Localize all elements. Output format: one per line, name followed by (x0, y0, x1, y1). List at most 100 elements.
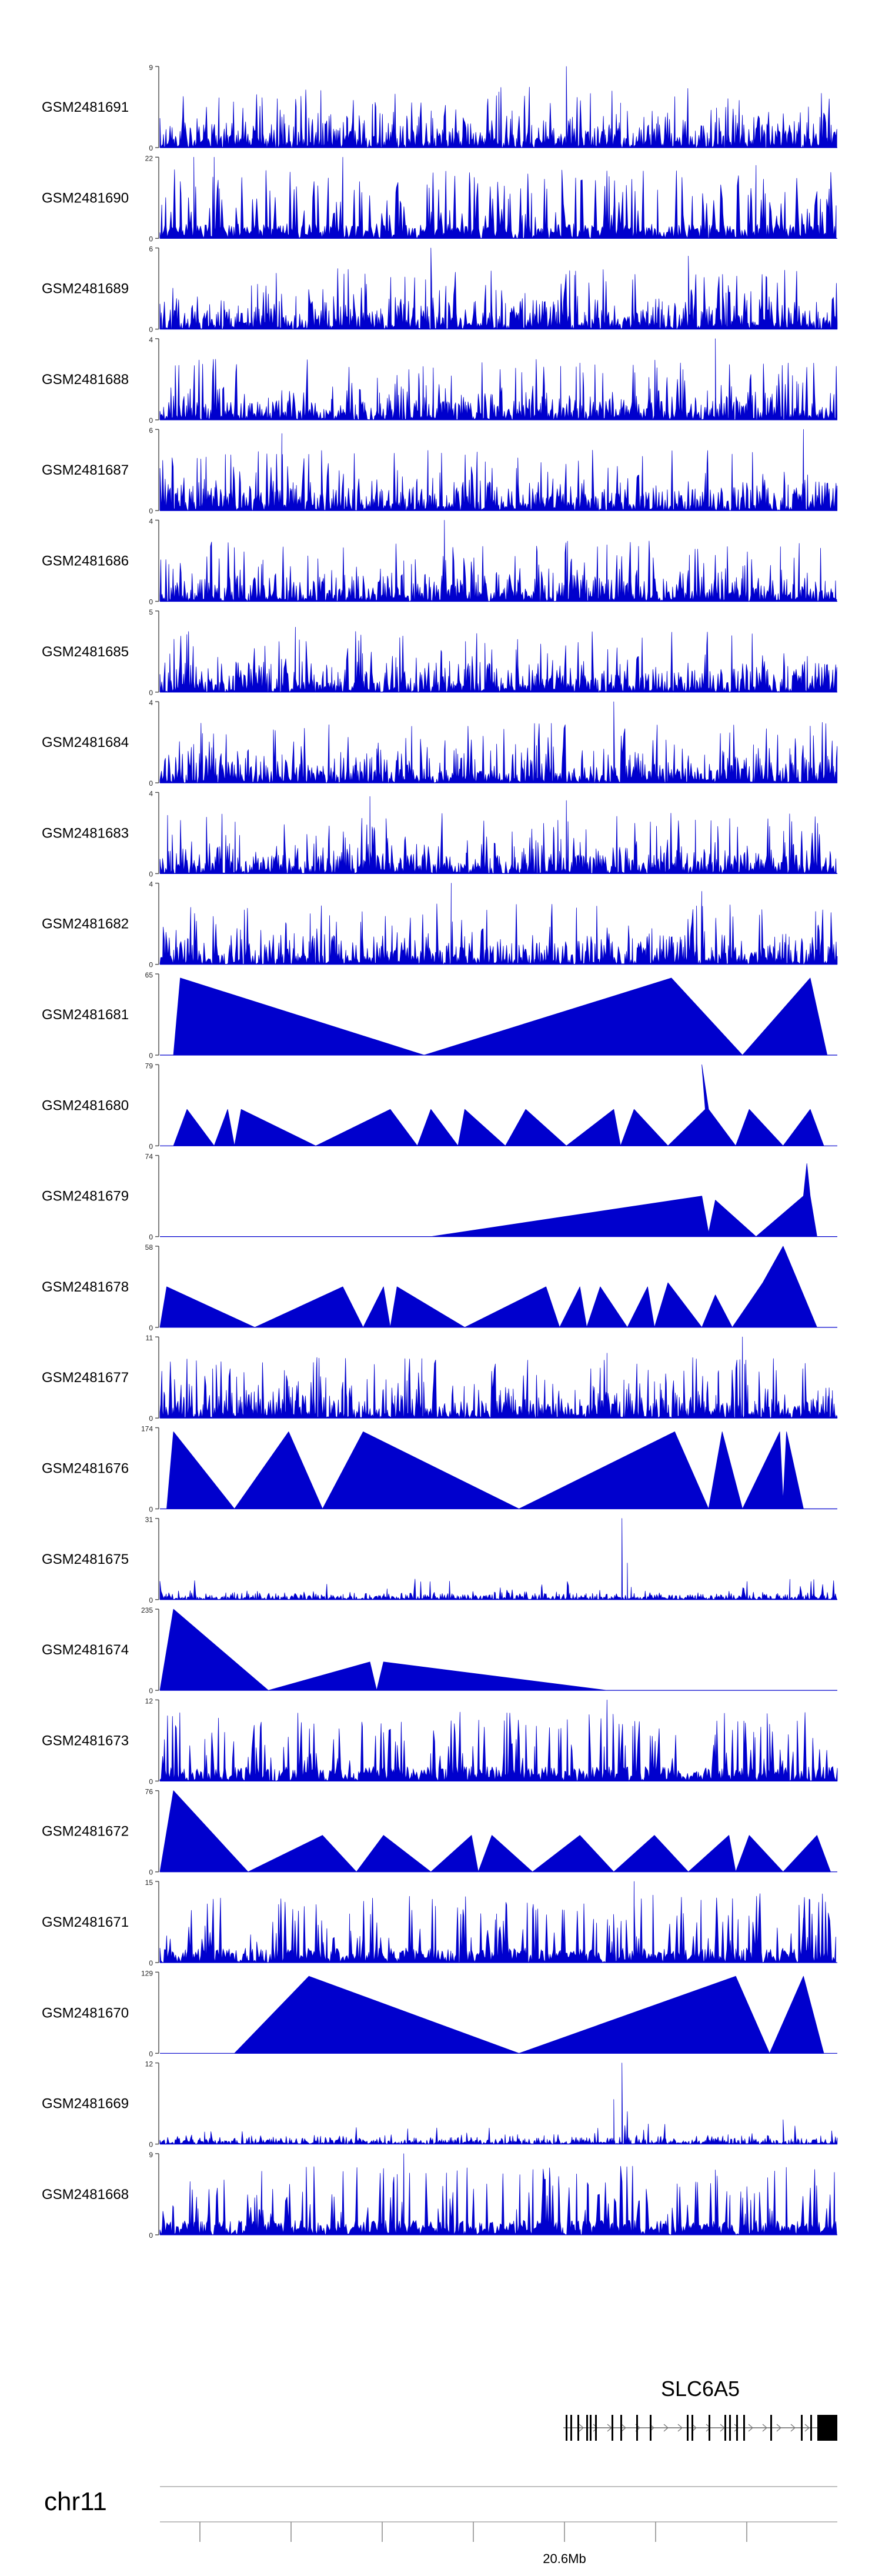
exon (636, 2415, 638, 2441)
track-label: GSM2481686 (42, 553, 129, 569)
signal-area (160, 1246, 817, 1327)
y-min-label: 0 (149, 870, 153, 878)
track-label: GSM2481681 (42, 1007, 129, 1023)
exon (570, 2415, 572, 2441)
signal-area (160, 248, 837, 329)
exon (729, 2415, 731, 2441)
y-max-label: 58 (145, 1243, 153, 1252)
y-min-label: 0 (149, 1959, 153, 1967)
signal-area (160, 1609, 607, 1690)
exon (687, 2415, 689, 2441)
y-max-label: 5 (149, 608, 153, 616)
y-min-label: 0 (149, 1596, 153, 1604)
track-gsm2481675: GSM2481675 31 0 (42, 1516, 837, 1604)
signal-area (160, 520, 837, 602)
track-label: GSM2481675 (42, 1551, 129, 1567)
signal-area (160, 1519, 837, 1600)
track-gsm2481679: GSM2481679 74 0 (42, 1153, 837, 1242)
x-tick-label: 20.6Mb (543, 2551, 586, 2566)
y-max-label: 9 (149, 2151, 153, 2159)
y-min-label: 0 (149, 144, 153, 152)
track-label: GSM2481672 (42, 1824, 129, 1840)
track-label: GSM2481670 (42, 2005, 129, 2021)
track-label: GSM2481671 (42, 1914, 129, 1930)
y-min-label: 0 (149, 1324, 153, 1332)
y-max-label: 235 (141, 1606, 153, 1614)
track-gsm2481678: GSM2481678 58 0 (42, 1243, 837, 1332)
track-gsm2481671: GSM2481671 15 0 (42, 1878, 837, 1967)
track-gsm2481685: GSM2481685 5 0 (42, 608, 837, 697)
track-label: GSM2481679 (42, 1189, 129, 1204)
signal-area (160, 1881, 836, 1963)
exon (612, 2415, 613, 2441)
y-min-label: 0 (149, 326, 153, 334)
track-gsm2481681: GSM2481681 65 0 (42, 971, 837, 1060)
signal-area (160, 1700, 837, 1781)
y-max-label: 6 (149, 245, 153, 253)
y-max-label: 9 (149, 64, 153, 72)
signal-area (173, 1065, 824, 1146)
exon (586, 2415, 588, 2441)
y-min-label: 0 (149, 2231, 153, 2240)
y-max-label: 12 (145, 1697, 153, 1705)
track-gsm2481683: GSM2481683 4 0 (42, 789, 837, 878)
signal-area (160, 157, 836, 238)
track-gsm2481668: GSM2481668 9 0 (42, 2151, 837, 2240)
track-gsm2481689: GSM2481689 6 0 (42, 245, 837, 334)
track-label: GSM2481685 (42, 644, 129, 660)
exon (620, 2415, 622, 2441)
signal-area (160, 978, 827, 1055)
y-max-label: 76 (145, 1788, 153, 1796)
y-max-label: 79 (145, 1062, 153, 1070)
track-gsm2481674: GSM2481674 235 0 (42, 1606, 837, 1695)
genome-browser: GSM248169190GSM2481690220GSM248168960GSM… (0, 0, 882, 2576)
track-gsm2481691: GSM2481691 9 0 (42, 64, 837, 152)
y-max-label: 15 (145, 1878, 153, 1887)
y-min-label: 0 (149, 1142, 153, 1150)
track-gsm2481680: GSM2481680790 (42, 1062, 837, 1150)
signal-area (160, 339, 837, 420)
y-min-label: 0 (149, 1868, 153, 1877)
track-label: GSM2481668 (42, 2187, 129, 2203)
y-min-label: 0 (149, 2050, 153, 2058)
y-min-label: 0 (149, 1414, 153, 1423)
signal-area (160, 1337, 837, 1418)
exon (590, 2415, 592, 2441)
track-label: GSM2481687 (42, 462, 129, 478)
track-label: GSM2481678 (42, 1279, 129, 1295)
signal-area (160, 2063, 837, 2144)
y-min-label: 0 (149, 689, 153, 697)
track-label: GSM2481688 (42, 372, 129, 388)
y-max-label: 12 (145, 2060, 153, 2068)
track-gsm2481682: GSM248168240 (42, 880, 837, 969)
signal-area (160, 702, 837, 783)
y-max-label: 22 (145, 154, 153, 162)
signal-area (431, 1163, 817, 1236)
y-max-label: 4 (149, 336, 153, 344)
track-label: GSM2481689 (42, 281, 129, 297)
y-max-label: 4 (149, 880, 153, 889)
track-gsm2481672: GSM2481672 76 0 (42, 1788, 837, 1877)
track-label: GSM2481683 (42, 825, 129, 841)
track-label: GSM2481674 (42, 1642, 129, 1658)
track-label: GSM2481676 (42, 1461, 129, 1477)
exon (736, 2415, 738, 2441)
y-min-label: 0 (149, 416, 153, 425)
track-gsm2481673: GSM2481673 12 0 (42, 1697, 837, 1786)
signal-area (160, 627, 837, 692)
exon (801, 2415, 803, 2441)
y-min-label: 0 (149, 1777, 153, 1786)
track-gsm2481690: GSM2481690220 (42, 154, 837, 243)
y-max-label: 31 (145, 1516, 153, 1524)
chromosome-axis: chr11 20.6Mb (44, 2487, 837, 2566)
y-max-label: 6 (149, 426, 153, 435)
exon (650, 2415, 652, 2441)
signal-area (160, 883, 837, 965)
track-label: GSM2481673 (42, 1733, 129, 1749)
track-gsm2481677: GSM2481677 11 0 (42, 1334, 837, 1423)
y-min-label: 0 (149, 1687, 153, 1695)
y-min-label: 0 (149, 235, 153, 243)
y-min-label: 0 (149, 779, 153, 788)
signal-area (235, 1976, 824, 2053)
signal-area (160, 1791, 831, 1872)
